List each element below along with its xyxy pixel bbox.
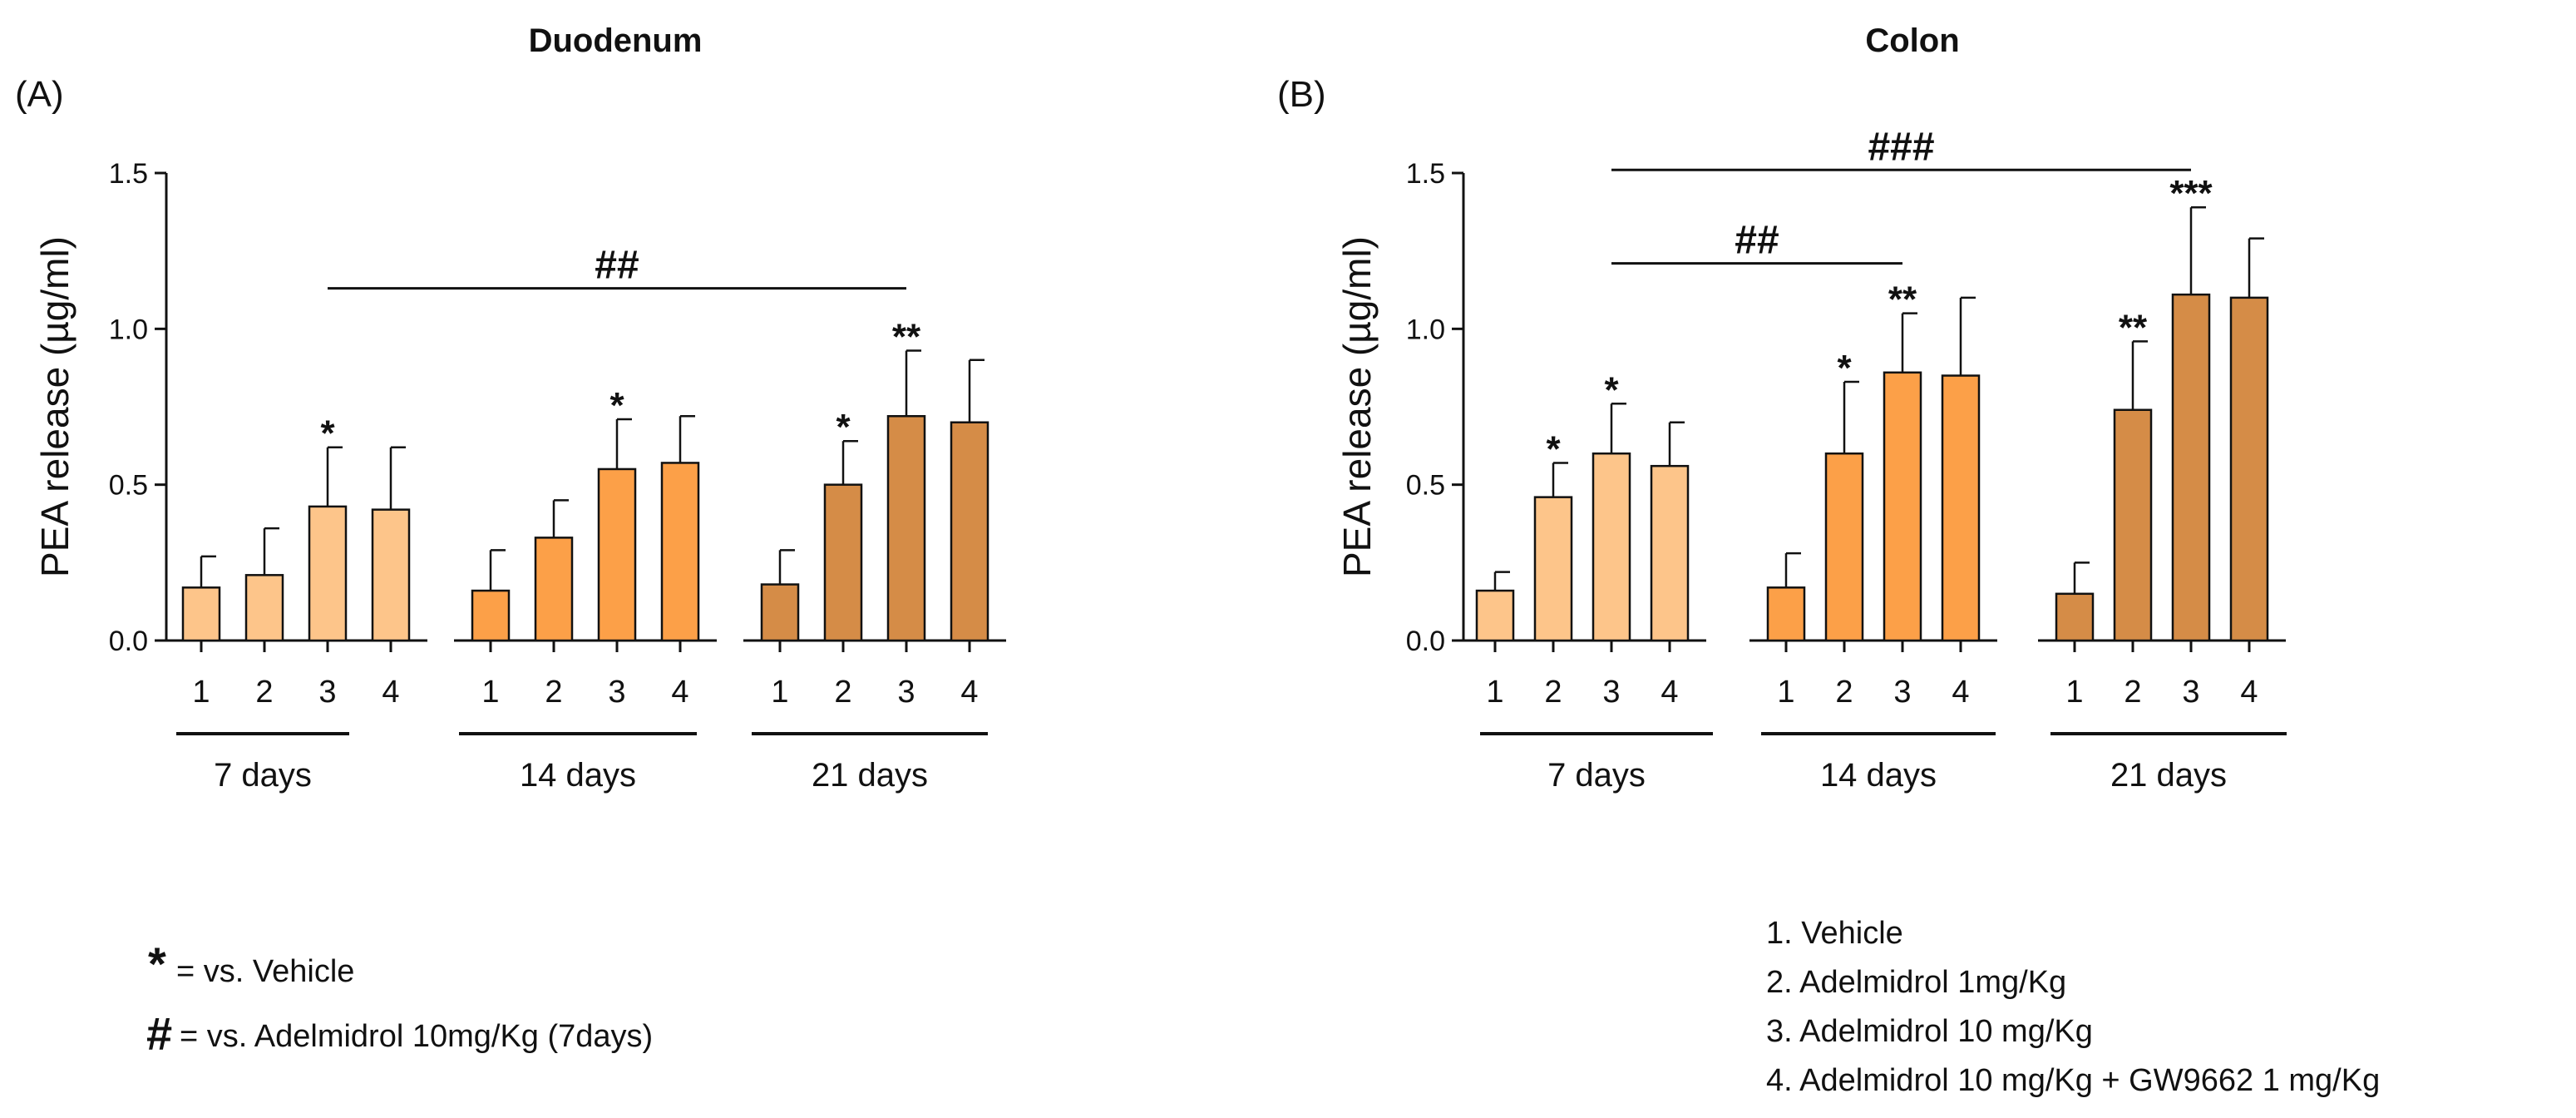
bar [1475, 589, 1515, 642]
x-tick-label: 4 [382, 675, 399, 710]
x-tick-label: 2 [545, 675, 562, 710]
panel-label: (B) [1277, 74, 1326, 115]
panel-b-colon: Colon (B) PEA release (µg/ml) 0.0 0.5 1.0 1.5 1… [1277, 22, 2287, 794]
significance-star: * [609, 385, 624, 426]
group-label: 21 days [2110, 757, 2227, 794]
x-tick-label: 4 [671, 675, 688, 710]
significance-star: *** [2169, 173, 2213, 214]
y-tick-label: 1.5 [1406, 158, 1445, 190]
y-tick-label: 0.0 [109, 626, 148, 657]
y-tick-label: 0.5 [1406, 470, 1445, 502]
group-label: 14 days [520, 757, 636, 794]
significance-star: * [1546, 428, 1561, 469]
bar [308, 505, 348, 642]
legend-item-4: 4. Adelmidrol 10 mg/Kg + GW9662 1 mg/Kg [1766, 1063, 2380, 1098]
legend-star-symbol: * [148, 937, 166, 990]
chart-title: Colon [1865, 22, 1959, 59]
y-axis-label: PEA release (µg/ml) [33, 236, 76, 577]
y-tick-label: 1.5 [109, 158, 148, 190]
x-tick-label: 3 [318, 675, 336, 710]
group-label: 7 days [214, 757, 312, 794]
significance-star: * [1837, 348, 1852, 388]
y-tick-label: 0.0 [1406, 626, 1445, 657]
legend-hash-symbol: # [146, 1007, 172, 1060]
x-tick-label: 3 [1602, 675, 1620, 710]
panel-a-duodenum: Duodenum (A) PEA release (µg/ml) 0.0 0.5 1.0 1… [15, 22, 1006, 794]
x-tick-label: 3 [897, 675, 915, 710]
bar [2113, 408, 2153, 642]
bar [1533, 496, 1573, 642]
significance-star: * [1604, 369, 1619, 410]
group-label: 21 days [812, 757, 928, 794]
x-tick-label: 4 [1661, 675, 1678, 710]
legend-right: 1. Vehicle 2. Adelmidrol 1mg/Kg 3. Adelm… [1766, 916, 2380, 1098]
legend-item-1: 1. Vehicle [1766, 916, 1903, 951]
bar [1766, 586, 1806, 642]
legend-item-2: 2. Adelmidrol 1mg/Kg [1766, 965, 2066, 1000]
bar [1650, 464, 1690, 642]
chart-title: Duodenum [529, 22, 703, 59]
bracket-label: ## [1735, 219, 1779, 263]
bar [2171, 293, 2211, 642]
x-tick-label: 2 [255, 675, 273, 710]
x-tick-label: 3 [608, 675, 625, 710]
significance-star: * [836, 407, 851, 448]
legend-star-text: = vs. Vehicle [176, 954, 354, 989]
bar [371, 508, 411, 642]
bar [1824, 452, 1864, 642]
bar [181, 586, 221, 642]
y-tick-label: 1.0 [109, 314, 148, 345]
bar [244, 574, 284, 642]
bar [886, 414, 926, 642]
y-axis-label: PEA release (µg/ml) [1335, 236, 1379, 577]
x-tick-label: 2 [1835, 675, 1853, 710]
x-tick-label: 4 [2240, 675, 2258, 710]
bar [2229, 296, 2269, 642]
x-tick-label: 1 [2065, 675, 2083, 710]
x-tick-label: 3 [2182, 675, 2199, 710]
significance-star: ** [2119, 307, 2148, 348]
y-tick-label: 1.0 [1406, 314, 1445, 345]
y-tick-label: 0.5 [109, 470, 148, 502]
x-tick-label: 1 [481, 675, 499, 710]
bar [597, 467, 637, 642]
bar [660, 462, 700, 642]
bar [471, 589, 511, 642]
significance-star: * [320, 413, 335, 454]
group-label: 7 days [1547, 757, 1646, 794]
x-tick-label: 2 [834, 675, 851, 710]
x-tick-label: 2 [2124, 675, 2141, 710]
bar [1941, 374, 1981, 642]
legend-hash-text: = vs. Adelmidrol 10mg/Kg (7days) [180, 1019, 653, 1054]
legend-left: * = vs. Vehicle # = vs. Adelmidrol 10mg/… [146, 937, 653, 1060]
bar [823, 483, 863, 642]
x-tick-label: 2 [1544, 675, 1562, 710]
bar [760, 583, 800, 642]
bar [1591, 452, 1631, 642]
x-tick-label: 1 [771, 675, 788, 710]
significance-star: ** [1888, 280, 1917, 320]
group-label: 14 days [1820, 757, 1937, 794]
bracket-label: ### [1868, 125, 1934, 169]
legend-item-3: 3. Adelmidrol 10 mg/Kg [1766, 1014, 2093, 1049]
bracket-label: ## [595, 244, 639, 288]
x-tick-label: 1 [1486, 675, 1503, 710]
x-tick-label: 3 [1893, 675, 1911, 710]
bar [2055, 592, 2095, 642]
bar [534, 537, 574, 642]
panel-label: (A) [15, 74, 64, 115]
bar [1883, 371, 1922, 642]
x-tick-label: 4 [960, 675, 978, 710]
bar [950, 421, 989, 642]
significance-star: ** [892, 317, 921, 358]
x-tick-label: 1 [192, 675, 210, 710]
x-tick-label: 4 [1952, 675, 1969, 710]
x-tick-label: 1 [1777, 675, 1794, 710]
